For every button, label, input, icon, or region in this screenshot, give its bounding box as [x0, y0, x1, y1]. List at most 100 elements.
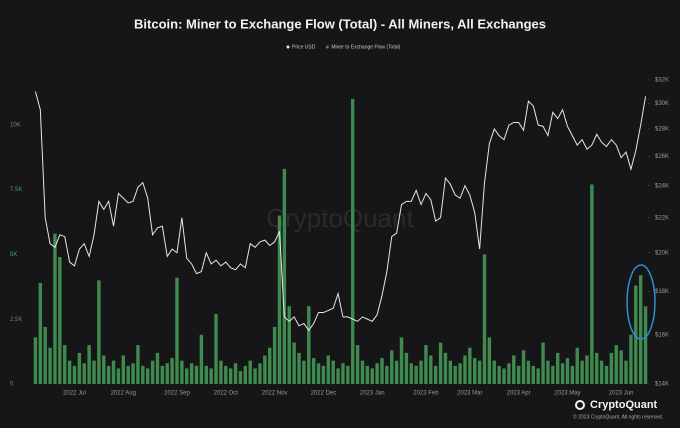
bar	[360, 360, 365, 384]
x-tick-label: 2022 Oct	[214, 391, 239, 397]
bar	[316, 363, 321, 384]
bar	[67, 360, 72, 384]
y2-tick-label: $24K	[655, 183, 669, 189]
bar	[551, 365, 555, 384]
bar	[629, 334, 633, 384]
bar	[546, 360, 550, 384]
y2-tick-label: $20K	[655, 250, 669, 256]
bar	[224, 365, 228, 384]
bar	[72, 365, 77, 384]
bar	[463, 355, 467, 384]
bar	[512, 355, 516, 384]
bar	[565, 358, 570, 384]
bar	[404, 352, 409, 384]
x-tick-label: 2022 Sep	[164, 391, 190, 397]
bar	[131, 363, 135, 384]
bar	[243, 365, 248, 384]
bar	[448, 360, 453, 384]
bar	[268, 347, 272, 384]
bar	[321, 365, 326, 384]
bar	[180, 360, 184, 384]
x-tick-label: 2023 Jan	[360, 391, 385, 397]
bar	[346, 365, 350, 384]
bar	[380, 358, 384, 384]
bar	[614, 345, 618, 384]
bar	[595, 352, 599, 384]
bar	[92, 360, 96, 384]
bar	[526, 360, 531, 384]
bar	[102, 355, 106, 384]
bar	[458, 363, 462, 384]
bar	[238, 371, 243, 384]
bar	[497, 365, 501, 384]
bar	[590, 184, 594, 384]
bar	[375, 363, 379, 384]
highlight-ellipse	[626, 264, 656, 340]
bar	[638, 275, 643, 384]
y2-tick-label: $26K	[655, 154, 669, 160]
y-tick-label: 0	[10, 382, 14, 388]
bar	[136, 345, 140, 384]
bar	[394, 360, 399, 384]
bar	[414, 365, 418, 384]
bar	[160, 365, 165, 384]
bar	[53, 233, 57, 384]
chart-title: Bitcoin: Miner to Exchange Flow (Total) …	[134, 16, 546, 31]
legend-swatch	[325, 45, 329, 49]
bar	[307, 306, 311, 384]
bar	[492, 360, 496, 384]
bar	[473, 358, 477, 384]
bar	[331, 360, 335, 384]
bar	[111, 360, 116, 384]
bar	[326, 355, 331, 384]
bar	[82, 363, 86, 384]
y2-tick-label: $14K	[655, 382, 669, 388]
bar	[370, 368, 374, 384]
plot: 0 2.5K 5K 7.5K 10K $14K $16K $18K $20K $22K $24K $2…	[10, 77, 669, 396]
bar	[477, 360, 482, 384]
bar	[38, 282, 43, 384]
bar	[145, 368, 150, 384]
bar	[604, 365, 609, 384]
bar	[248, 360, 252, 384]
bar	[185, 368, 189, 384]
bar	[58, 257, 62, 384]
bar	[87, 345, 91, 384]
bar	[560, 363, 565, 384]
y2-tick-label: $16K	[655, 332, 669, 338]
bar	[170, 358, 174, 384]
bar	[350, 98, 355, 385]
bar	[429, 355, 433, 384]
footer-logo: CryptoQuant © 2023 CryptoQuant. All righ…	[573, 399, 663, 420]
bar	[385, 365, 389, 384]
bar	[419, 360, 423, 384]
bar	[292, 342, 296, 384]
y-tick-label: 10K	[10, 122, 21, 128]
bar	[365, 365, 370, 384]
bar	[219, 360, 223, 384]
bar	[282, 168, 287, 384]
bar	[141, 365, 145, 384]
bar	[253, 368, 257, 384]
x-tick-label: 2022 Nov	[262, 391, 288, 397]
x-tick-label: 2023 Mar	[457, 391, 482, 397]
bar	[482, 254, 487, 384]
legend-label: Price USD	[292, 44, 316, 50]
x-tick-label: 2023 Jun	[609, 391, 634, 397]
legend: Price USD Miner to Exchange Flow (Total)	[286, 44, 401, 50]
bar	[199, 334, 204, 384]
bar	[624, 360, 628, 384]
logo-icon	[575, 400, 585, 410]
bar	[390, 350, 394, 384]
bar	[297, 352, 301, 384]
bar	[502, 368, 506, 384]
y2-tick-label: $30K	[655, 101, 669, 107]
bar	[619, 350, 623, 384]
bar	[287, 306, 291, 384]
bar	[585, 355, 589, 384]
bar	[233, 363, 238, 384]
bar	[409, 363, 413, 384]
bar	[536, 368, 540, 384]
